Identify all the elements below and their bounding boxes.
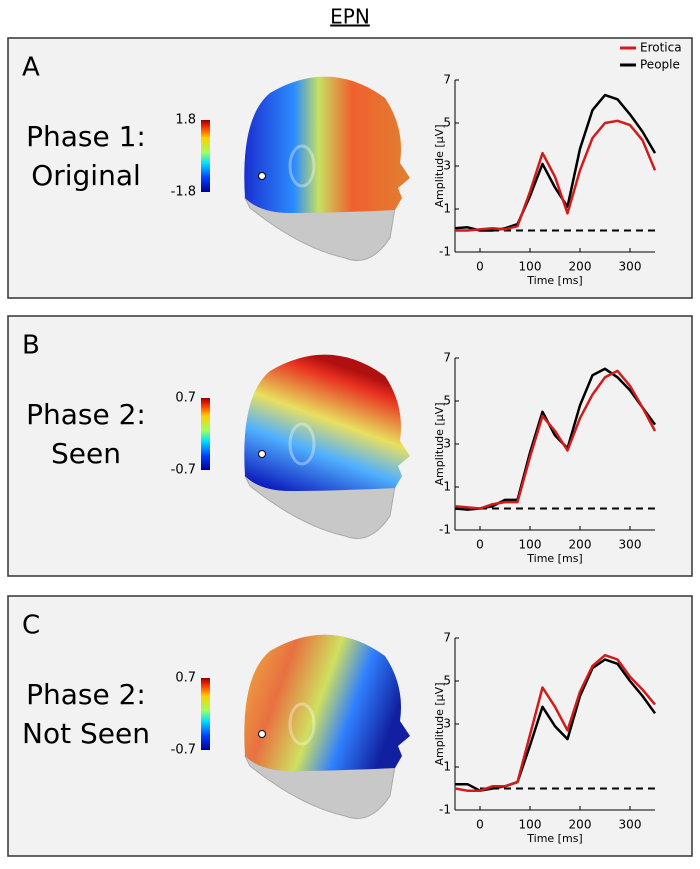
y-tick-label: -1 xyxy=(439,803,451,817)
y-tick-label: 3 xyxy=(443,159,451,173)
panel-letter: A xyxy=(22,53,40,83)
colorbar-min: -0.7 xyxy=(171,463,196,478)
colorbar xyxy=(201,398,210,470)
x-tick-label: 100 xyxy=(519,818,542,832)
y-tick-label: 7 xyxy=(443,631,451,645)
colorbar-min: -1.8 xyxy=(171,185,196,200)
x-tick-label: 200 xyxy=(569,818,592,832)
y-axis-label: Amplitude [µV] xyxy=(433,403,446,486)
panel: B Phase 2: Seen 0.7 -0.7 -1 1 3 5 7 0 100 200 300 Time… xyxy=(7,315,693,577)
y-tick-label: -1 xyxy=(439,245,451,259)
ear xyxy=(288,144,316,188)
y-tick-label: 5 xyxy=(443,674,451,688)
y-tick-label: 5 xyxy=(443,116,451,130)
phase-label: Original xyxy=(31,159,141,192)
colorbar xyxy=(201,678,210,750)
phase-label: Not Seen xyxy=(22,717,150,750)
ear xyxy=(288,422,316,466)
x-tick-label: 300 xyxy=(619,818,642,832)
electrode xyxy=(258,450,266,458)
colorbar xyxy=(201,120,210,192)
phase-label: Phase 2: xyxy=(26,398,146,431)
head xyxy=(244,76,410,214)
y-tick-label: 3 xyxy=(443,717,451,731)
x-tick-label: 100 xyxy=(519,260,542,274)
panel-letter: B xyxy=(22,331,40,361)
series-line xyxy=(454,653,656,792)
x-tick-label: 0 xyxy=(476,818,484,832)
series-line xyxy=(455,658,657,792)
x-tick-label: 0 xyxy=(476,538,484,552)
series-line xyxy=(454,369,657,510)
head xyxy=(244,354,410,491)
colorbar-max: 0.7 xyxy=(175,391,196,406)
colorbar-max: 1.8 xyxy=(175,113,196,128)
legend-label: Erotica xyxy=(640,41,682,55)
x-tick-label: 300 xyxy=(619,260,642,274)
ear xyxy=(288,702,316,746)
head xyxy=(244,634,410,771)
electrode xyxy=(258,172,266,180)
phase-label: Seen xyxy=(51,437,121,470)
x-tick-label: 200 xyxy=(569,260,592,274)
y-tick-label: 1 xyxy=(443,760,451,774)
legend-label: People xyxy=(640,58,680,72)
colorbar-min: -0.7 xyxy=(171,743,196,758)
panel: C Phase 2: Not Seen 0.7 -0.7 -1 1 3 5 7 0 100 200 300… xyxy=(7,595,693,857)
colorbar-max: 0.7 xyxy=(175,671,196,686)
series-line xyxy=(454,367,657,511)
y-tick-label: -1 xyxy=(439,523,451,537)
electrode xyxy=(258,730,266,738)
y-tick-label: 1 xyxy=(443,480,451,494)
phase-label: Phase 1: xyxy=(26,120,146,153)
y-tick-label: 3 xyxy=(443,437,451,451)
x-tick-label: 300 xyxy=(619,538,642,552)
panel: A Phase 1: Original 1.8 -1.8 -1 1 3 5 7 0 100 200 300… xyxy=(7,37,693,299)
x-axis-label: Time [ms] xyxy=(526,274,582,287)
panel-letter: C xyxy=(22,611,40,641)
x-axis-label: Time [ms] xyxy=(526,832,582,845)
series-line xyxy=(455,119,657,232)
x-tick-label: 100 xyxy=(519,538,542,552)
y-tick-label: 1 xyxy=(443,202,451,216)
phase-label: Phase 2: xyxy=(26,678,146,711)
y-tick-label: 7 xyxy=(443,351,451,365)
figure-title: EPN xyxy=(330,5,370,29)
y-tick-label: 7 xyxy=(443,73,451,87)
y-axis-label: Amplitude [µV] xyxy=(433,683,446,766)
x-tick-label: 200 xyxy=(569,538,592,552)
series-line xyxy=(454,93,657,232)
x-axis-label: Time [ms] xyxy=(526,552,582,565)
x-tick-label: 0 xyxy=(476,260,484,274)
y-tick-label: 5 xyxy=(443,394,451,408)
y-axis-label: Amplitude [µV] xyxy=(433,125,446,208)
